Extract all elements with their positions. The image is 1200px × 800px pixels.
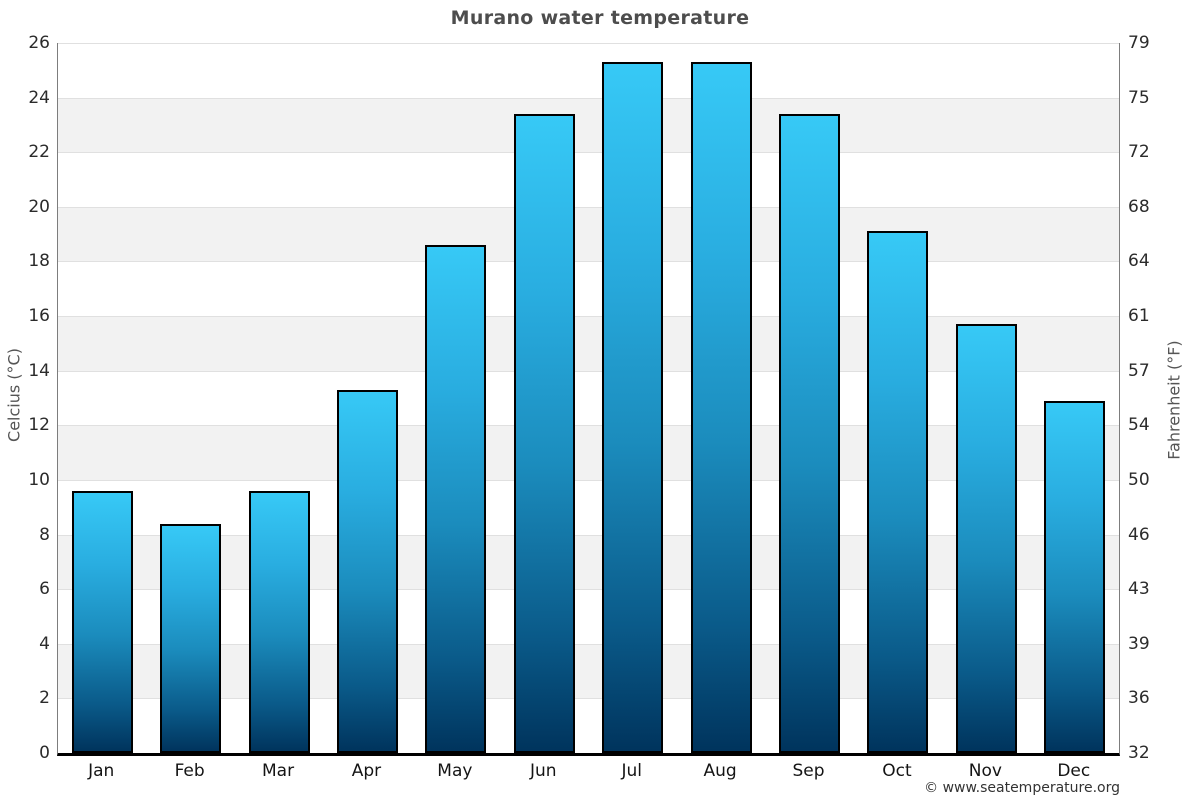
gridline bbox=[58, 370, 1119, 372]
plot-band bbox=[58, 643, 1119, 699]
fahrenheit-tick-36: 36 bbox=[1128, 688, 1150, 709]
celsius-tick-18: 18 bbox=[28, 251, 50, 272]
month-label-jul: Jul bbox=[621, 761, 642, 781]
fahrenheit-tick-68: 68 bbox=[1128, 196, 1150, 217]
copyright-text: © www.seatemperature.org bbox=[924, 780, 1120, 796]
fahrenheit-tick-32: 32 bbox=[1128, 743, 1150, 763]
fahrenheit-tick-57: 57 bbox=[1128, 360, 1150, 381]
fahrenheit-tick-39: 39 bbox=[1128, 633, 1150, 654]
plot-band bbox=[58, 97, 1119, 153]
plot-band bbox=[58, 152, 1119, 207]
bar-mar bbox=[248, 490, 310, 753]
bar-jan bbox=[71, 490, 133, 753]
y-axis-title-celsius: Celcius (°C) bbox=[4, 348, 24, 442]
celsius-tick-22: 22 bbox=[28, 142, 50, 163]
celsius-tick-10: 10 bbox=[28, 469, 50, 490]
celsius-tick-24: 24 bbox=[28, 87, 50, 108]
gridline bbox=[58, 479, 1119, 481]
celsius-tick-20: 20 bbox=[28, 196, 50, 217]
fahrenheit-tick-72: 72 bbox=[1128, 142, 1150, 163]
y-axis-celsius-ticks: 26 24 22 20 18 16 14 12 10 8 6 4 2 0 bbox=[0, 0, 50, 800]
gridline bbox=[58, 425, 1119, 427]
month-label-may: May bbox=[437, 761, 473, 781]
month-label-dec: Dec bbox=[1057, 761, 1091, 781]
chart-title: Murano water temperature bbox=[450, 7, 750, 29]
fahrenheit-tick-64: 64 bbox=[1128, 251, 1150, 272]
y-axis-title-fahrenheit: Fahrenheit (°F) bbox=[1164, 340, 1184, 460]
gridline bbox=[58, 643, 1119, 645]
bar-may bbox=[425, 245, 487, 753]
month-label-nov: Nov bbox=[968, 761, 1002, 781]
month-label-feb: Feb bbox=[174, 761, 205, 781]
gridline bbox=[58, 534, 1119, 536]
plot-band bbox=[58, 261, 1119, 316]
bar-sep bbox=[779, 114, 841, 753]
gridline bbox=[58, 261, 1119, 263]
fahrenheit-tick-75: 75 bbox=[1128, 87, 1150, 108]
bar-jun bbox=[513, 114, 575, 753]
celsius-tick-14: 14 bbox=[28, 360, 50, 381]
plot-band bbox=[58, 43, 1119, 98]
bar-feb bbox=[160, 523, 222, 753]
bar-nov bbox=[955, 324, 1017, 753]
gridline bbox=[58, 316, 1119, 318]
celsius-tick-4: 4 bbox=[39, 633, 50, 654]
month-label-mar: Mar bbox=[261, 761, 295, 781]
celsius-tick-0: 0 bbox=[39, 743, 50, 763]
plot-band bbox=[58, 316, 1119, 371]
month-label-jan: Jan bbox=[88, 761, 115, 781]
plot-band bbox=[58, 534, 1119, 590]
celsius-tick-8: 8 bbox=[39, 524, 50, 545]
fahrenheit-tick-50: 50 bbox=[1128, 469, 1150, 490]
bar-aug bbox=[690, 62, 752, 753]
fahrenheit-tick-79: 79 bbox=[1128, 33, 1150, 53]
gridline bbox=[58, 43, 1119, 44]
celsius-tick-2: 2 bbox=[39, 688, 50, 709]
celsius-tick-26: 26 bbox=[28, 33, 50, 53]
bar-oct bbox=[867, 231, 929, 753]
fahrenheit-tick-43: 43 bbox=[1128, 579, 1150, 600]
celsius-tick-12: 12 bbox=[28, 415, 50, 436]
x-axis-month-labels: Jan Feb Mar Apr May Jun Jul Aug Sep Oct Nov Dec bbox=[57, 761, 1120, 785]
fahrenheit-tick-54: 54 bbox=[1128, 415, 1150, 436]
gridline bbox=[58, 589, 1119, 591]
month-label-aug: Aug bbox=[703, 761, 737, 781]
fahrenheit-tick-46: 46 bbox=[1128, 524, 1150, 545]
month-label-sep: Sep bbox=[792, 761, 825, 781]
gridline bbox=[58, 97, 1119, 99]
month-label-oct: Oct bbox=[882, 761, 912, 781]
gridline bbox=[58, 152, 1119, 154]
month-label-jun: Jun bbox=[530, 761, 557, 781]
plot-band bbox=[58, 425, 1119, 480]
fahrenheit-tick-61: 61 bbox=[1128, 306, 1150, 327]
celsius-tick-6: 6 bbox=[39, 579, 50, 600]
bar-jul bbox=[602, 62, 664, 753]
bar-apr bbox=[336, 389, 398, 753]
gridline bbox=[58, 206, 1119, 208]
gridline bbox=[58, 698, 1119, 700]
y-axis-fahrenheit-ticks: 79 75 72 68 64 61 57 54 50 46 43 39 36 32 bbox=[1128, 0, 1198, 800]
plot-band bbox=[58, 206, 1119, 262]
month-label-apr: Apr bbox=[351, 761, 382, 781]
plot-area bbox=[57, 43, 1120, 756]
bar-dec bbox=[1044, 400, 1106, 753]
celsius-tick-16: 16 bbox=[28, 306, 50, 327]
